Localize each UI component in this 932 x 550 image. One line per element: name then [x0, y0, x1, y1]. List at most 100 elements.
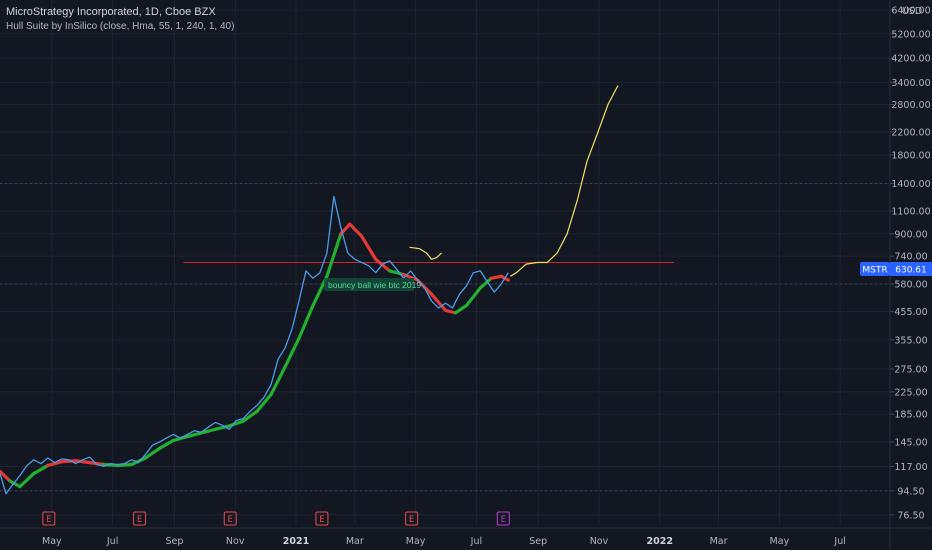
hull-segment	[453, 303, 469, 315]
x-tick-label: 2022	[647, 536, 673, 547]
x-tick-label: May	[770, 536, 790, 547]
y-tick-label: 1800.00	[891, 150, 930, 161]
price-axis-unit: USD	[902, 6, 922, 17]
y-tick-label: 145.00	[894, 437, 927, 448]
hull-suite-line	[0, 222, 510, 489]
earnings-marker-label: E	[409, 515, 414, 525]
y-tick-label: 4200.00	[891, 54, 930, 65]
hull-segment	[18, 471, 36, 489]
hull-segment	[157, 438, 176, 451]
y-tick-label: 185.00	[894, 410, 927, 421]
x-tick-label: Mar	[346, 536, 364, 547]
hull-segment	[255, 392, 273, 413]
price-tag-background	[890, 262, 932, 276]
hull-segment	[269, 365, 287, 397]
y-tick-label: 94.50	[897, 486, 924, 497]
price-tag: 630.61	[895, 266, 927, 276]
x-tick-label: Jul	[106, 536, 118, 547]
hull-segment	[241, 409, 259, 423]
annotation-background	[324, 278, 414, 291]
price-badge: MSTR 630.61	[860, 262, 932, 276]
x-tick-label: Jul	[470, 536, 482, 547]
hull-segment	[185, 431, 203, 439]
x-tick-label: 2021	[283, 536, 309, 547]
hull-segment	[74, 459, 92, 465]
x-tick-label: Mar	[710, 536, 728, 547]
y-tick-label: 275.00	[894, 365, 927, 376]
y-tick-label: 355.00	[894, 335, 927, 346]
x-tick-label: Jul	[833, 536, 845, 547]
y-tick-label: 2800.00	[891, 100, 930, 111]
x-tick-label: Sep	[529, 536, 547, 547]
indicator-legend[interactable]: Hull Suite by InSilico (close, Hma, 55, …	[6, 21, 235, 32]
x-tick-label: May	[42, 536, 62, 547]
hull-segment	[348, 222, 364, 239]
earnings-marker-box	[315, 511, 329, 526]
y-tick-label: 117.00	[894, 462, 927, 473]
hull-segment	[60, 459, 78, 464]
x-tick-label: Nov	[226, 536, 245, 547]
earnings-marker-box	[42, 511, 56, 526]
hull-segment	[116, 462, 134, 468]
earnings-marker[interactable]: E	[405, 511, 419, 526]
hull-segment	[143, 446, 162, 460]
earnings-marker-label: E	[137, 515, 142, 525]
hull-segment	[429, 292, 448, 312]
symbol-tag-background	[860, 262, 890, 276]
hull-segment	[213, 424, 231, 431]
earnings-marker-label: E	[228, 515, 233, 525]
earnings-marker[interactable]: E	[315, 511, 329, 526]
y-tick-label: 3400.00	[891, 78, 930, 89]
y-tick-label: 6400.00	[891, 6, 930, 17]
hull-segment	[129, 456, 148, 467]
y-tick-label: 76.50	[897, 510, 924, 521]
hull-segment	[360, 234, 378, 261]
projection-drawing	[409, 85, 619, 277]
price-line-group	[0, 195, 509, 495]
y-tick-label: 2200.00	[891, 127, 930, 138]
hull-segment	[227, 419, 245, 428]
earnings-marker[interactable]: E	[133, 511, 147, 526]
earnings-marker[interactable]: E	[496, 511, 510, 526]
y-tick-label: 740.00	[894, 252, 927, 263]
y-tick-label: 225.00	[894, 387, 927, 398]
hull-segment	[374, 257, 392, 273]
hull-segment	[283, 336, 301, 369]
time-axis[interactable]: May Jul Sep Nov 2021 Mar May Jul Sep Nov 2022 Mar Ma…	[0, 527, 932, 547]
price-line	[0, 195, 509, 495]
y-tick-label: 1100.00	[891, 206, 930, 217]
y-tick-label: 5200.00	[891, 29, 930, 40]
hull-segment	[325, 232, 343, 278]
earnings-marker[interactable]: E	[42, 511, 56, 526]
hull-segment	[388, 269, 406, 277]
hull-segment	[0, 469, 12, 483]
projection-curve	[509, 85, 619, 277]
x-tick-label: Nov	[590, 536, 609, 547]
earnings-marker-box	[405, 511, 419, 526]
hull-segment	[297, 303, 315, 340]
earnings-marker[interactable]: E	[223, 511, 237, 526]
hull-segment	[46, 460, 64, 468]
symbol-tag: MSTR	[862, 266, 887, 276]
hull-segment	[102, 462, 120, 468]
hull-segment	[199, 427, 217, 435]
dashed-levels	[0, 182, 890, 492]
y-tick-label: 455.00	[894, 307, 927, 318]
hull-segment	[478, 276, 493, 290]
hull-segment	[32, 463, 50, 476]
y-tick-label: 580.00	[894, 279, 927, 290]
y-tick-label: 900.00	[894, 229, 927, 240]
earnings-marker-label: E	[46, 515, 51, 525]
chart-title: MicroStrategy Incorporated, 1D, Cboe BZX	[6, 6, 216, 18]
hull-segment	[464, 286, 482, 308]
x-tick-label: May	[406, 536, 426, 547]
annotation-label[interactable]: bouncy ball wie btc 2019	[328, 280, 421, 290]
projection-hook-curve	[409, 246, 442, 260]
x-tick-label: Sep	[165, 536, 183, 547]
y-tick-label: 1400.00	[891, 179, 930, 190]
hull-segment	[443, 308, 458, 315]
